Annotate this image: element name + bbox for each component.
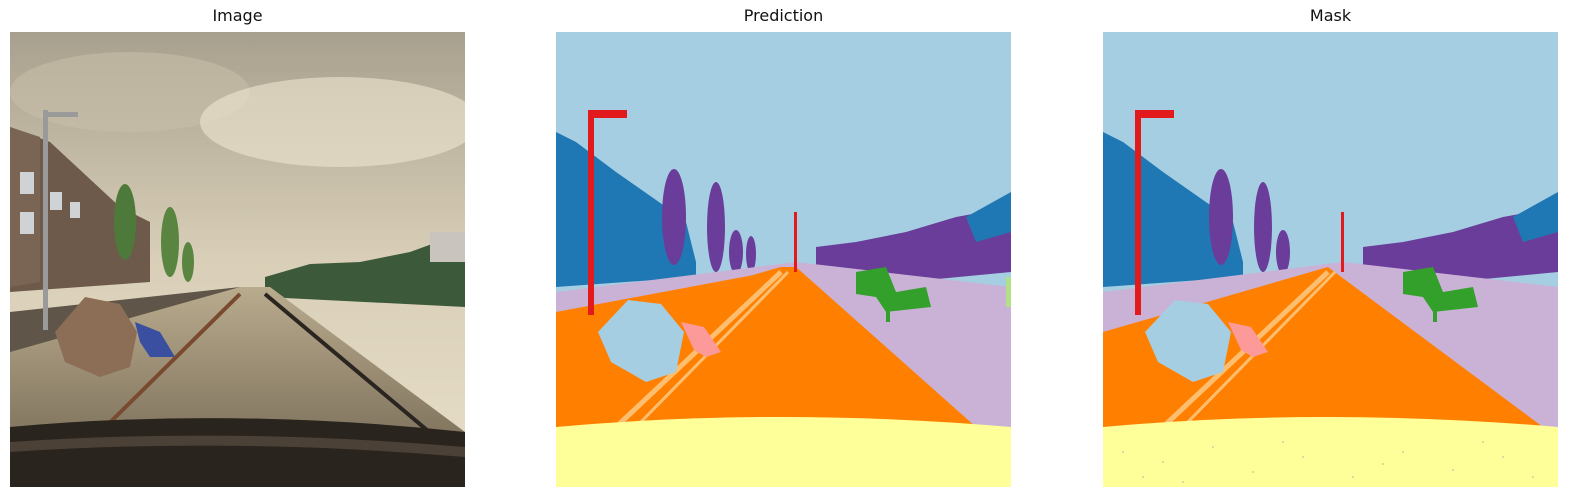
panel-title-mask: Mask	[1309, 6, 1352, 25]
mask-speckles	[1122, 441, 1534, 483]
mask-segmentation	[1103, 32, 1558, 487]
panel-title-prediction: Prediction	[743, 6, 824, 25]
prediction-panel	[556, 32, 1011, 487]
mask-panel	[1103, 32, 1558, 487]
street-photo	[10, 32, 465, 487]
prediction-segmentation	[556, 32, 1011, 487]
panel-title-image: Image	[212, 6, 263, 25]
image-panel	[10, 32, 465, 487]
